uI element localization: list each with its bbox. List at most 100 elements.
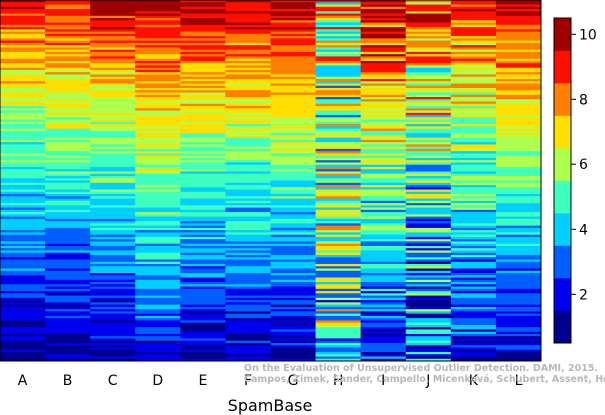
heatmap-cell — [315, 24, 362, 28]
heatmap-cell — [180, 69, 226, 73]
heatmap-cell — [405, 354, 452, 357]
heatmap-cell — [315, 196, 362, 199]
heatmap-cell — [225, 302, 271, 305]
heatmap-cell — [360, 248, 407, 251]
heatmap-cell — [45, 263, 91, 267]
heatmap-cell — [45, 18, 91, 21]
heatmap-cell — [180, 164, 226, 168]
heatmap-cell — [180, 103, 226, 107]
heatmap-cell — [360, 189, 407, 193]
heatmap-cell — [180, 225, 226, 229]
heatmap-cell — [135, 24, 181, 28]
heatmap-cell — [450, 148, 497, 152]
heatmap-cell — [405, 175, 452, 179]
heatmap-cell — [225, 40, 271, 44]
heatmap-cell — [270, 259, 316, 263]
heatmap-cell — [180, 178, 226, 181]
heatmap-cell — [270, 173, 316, 177]
heatmap-cell — [405, 245, 452, 249]
heatmap-cell — [450, 11, 497, 14]
heatmap-cell — [180, 31, 226, 35]
heatmap-cell — [45, 130, 91, 134]
heatmap-cell — [360, 121, 407, 125]
heatmap-cell — [405, 119, 452, 123]
heatmap-cell — [495, 15, 542, 19]
heatmap-cell — [315, 185, 362, 188]
heatmap-cell — [360, 175, 407, 179]
heatmap-cell — [90, 2, 136, 5]
heatmap-cell — [180, 333, 226, 337]
heatmap-cell — [450, 22, 497, 26]
heatmap-cell — [180, 13, 226, 17]
heatmap-cell — [180, 340, 226, 344]
heatmap-cell — [90, 200, 136, 204]
heatmap-cell — [495, 69, 542, 73]
heatmap-cell — [0, 38, 46, 42]
heatmap-cell — [270, 300, 316, 303]
heatmap-cell — [495, 157, 542, 161]
heatmap-cell — [450, 320, 497, 324]
heatmap-cell — [180, 157, 226, 161]
heatmap-cell — [45, 144, 91, 148]
heatmap-cell — [180, 18, 226, 21]
heatmap-cell — [0, 74, 46, 78]
heatmap-cell — [45, 275, 91, 278]
heatmap-cell — [45, 81, 91, 84]
heatmap-cell — [360, 302, 407, 305]
heatmap-cell — [135, 180, 181, 184]
heatmap-cell — [0, 171, 46, 175]
heatmap-cell — [450, 248, 497, 251]
heatmap-cell — [135, 110, 181, 114]
heatmap-cell — [450, 63, 497, 66]
heatmap-cell — [405, 20, 452, 23]
heatmap-cell — [90, 302, 136, 305]
heatmap-cell — [495, 153, 542, 157]
heatmap-cell — [135, 288, 181, 292]
heatmap-cell — [180, 236, 226, 240]
heatmap-cell — [270, 291, 316, 294]
heatmap-cell — [405, 171, 452, 175]
heatmap-cell — [450, 29, 497, 32]
heatmap-cell — [90, 194, 136, 197]
heatmap-cell — [45, 327, 91, 330]
heatmap-cell — [0, 354, 46, 357]
heatmap-cell — [405, 29, 452, 32]
heatmap-cell — [405, 342, 452, 346]
heatmap-cell — [405, 223, 452, 227]
heatmap-cell — [405, 160, 452, 163]
heatmap-cell — [225, 65, 271, 69]
heatmap-cell — [45, 157, 91, 161]
heatmap-cell — [315, 347, 362, 351]
heatmap-cell — [90, 254, 136, 258]
heatmap-cell — [135, 54, 181, 57]
heatmap-cell — [0, 284, 46, 287]
heatmap-cell — [225, 47, 271, 51]
heatmap-cell — [450, 230, 497, 233]
heatmap-cell — [360, 144, 407, 148]
colorbar-segment — [554, 310, 571, 344]
heatmap-cell — [90, 279, 136, 283]
heatmap-cell — [45, 162, 91, 166]
heatmap-cell — [45, 218, 91, 222]
heatmap-cell — [270, 268, 316, 272]
heatmap-cell — [270, 148, 316, 152]
heatmap-cell — [45, 306, 91, 310]
heatmap-cell — [405, 157, 452, 161]
heatmap-cell — [45, 282, 91, 285]
heatmap-cell — [180, 342, 226, 346]
heatmap-cell — [405, 63, 452, 66]
heatmap-cell — [225, 142, 271, 145]
heatmap-cell — [270, 83, 316, 87]
heatmap-cell — [225, 232, 271, 236]
heatmap-cell — [405, 207, 452, 211]
heatmap-cell — [45, 169, 91, 172]
heatmap-cell — [180, 358, 226, 362]
heatmap-cell — [405, 72, 452, 75]
heatmap-cell — [360, 29, 407, 32]
heatmap-cell — [180, 182, 226, 186]
heatmap-cell — [270, 126, 316, 130]
heatmap-cell — [315, 194, 362, 197]
heatmap-cell — [0, 191, 46, 195]
heatmap-cell — [495, 56, 542, 60]
heatmap-cell — [360, 137, 407, 141]
